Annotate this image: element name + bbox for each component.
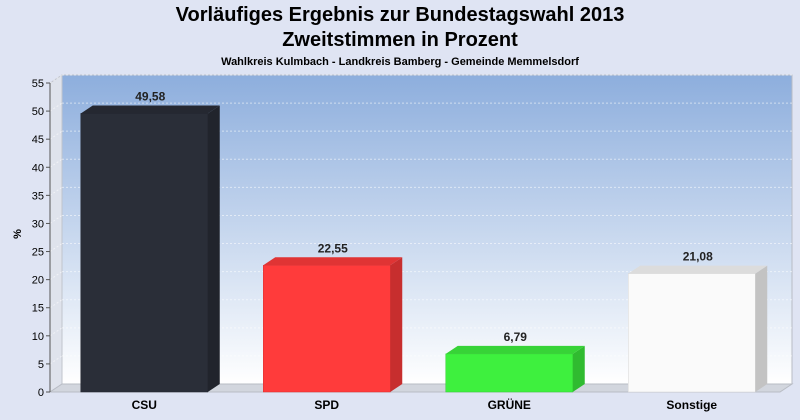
x-tick-label: CSU (132, 398, 157, 412)
grid-line-side (49, 186, 63, 196)
y-tick-label: 0 (38, 387, 44, 399)
bar-side (755, 265, 768, 392)
bar-top (445, 345, 585, 354)
chart-title: Vorläufiges Ergebnis zur Bundestagswahl … (175, 4, 625, 26)
grid-line-side (49, 327, 63, 337)
bar-top (628, 265, 768, 274)
chart-caption: Wahlkreis Kulmbach - Landkreis Bamberg -… (221, 56, 579, 68)
x-axis-labels: CSU SPD GRÜNE Sonstige (132, 397, 718, 412)
bar-csu (80, 105, 220, 393)
grid-line-side (49, 130, 63, 140)
bar-side (572, 345, 585, 392)
y-tick-label: 20 (32, 275, 44, 287)
bar-top (80, 105, 220, 114)
plot-side-wall (49, 74, 63, 393)
y-tick-label: 5 (38, 359, 44, 371)
x-tick-label: GRÜNE (488, 397, 531, 412)
bar-value-label: 21,08 (683, 250, 713, 264)
bar-spd (263, 257, 403, 393)
grid-line-side (49, 271, 63, 281)
grid-line-side (49, 215, 63, 224)
grid-line-side (49, 102, 63, 112)
y-tick-label: 40 (32, 162, 44, 174)
y-tick-label: 45 (32, 134, 44, 146)
bar-top (263, 257, 403, 266)
y-tick-label: 35 (32, 190, 44, 202)
y-tick-label: 55 (32, 78, 44, 90)
y-axis: 0 5 10 15 20 25 30 35 40 45 50 55 (32, 78, 51, 399)
bar-value-label: 6,79 (504, 330, 528, 344)
y-tick-label: 50 (32, 106, 44, 118)
bar-grüne (445, 345, 585, 393)
grid-line-side (49, 243, 63, 252)
bar-front (628, 273, 756, 393)
bar-side (390, 257, 403, 392)
bar-value-label: 22,55 (318, 241, 348, 255)
bar-front (445, 353, 573, 393)
bars: 49,58 22,55 6,79 21,08 (80, 89, 768, 393)
grid-line-side (49, 158, 63, 168)
y-tick-label: 25 (32, 247, 44, 259)
bar-front (80, 113, 208, 393)
x-tick-label: SPD (314, 398, 339, 412)
grid-line-side (49, 74, 63, 84)
y-axis-label: % (12, 229, 24, 239)
y-tick-label: 15 (32, 303, 44, 315)
bar-sonstige (628, 265, 768, 393)
bar-value-label: 49,58 (135, 89, 165, 103)
chart-subtitle: Zweitstimmen in Prozent (282, 29, 518, 51)
bar-front (263, 265, 391, 393)
grid-line-side (49, 355, 63, 365)
bar-side (207, 105, 220, 392)
y-tick-label: 10 (32, 331, 44, 343)
grid-line-side (49, 299, 63, 309)
x-tick-label: Sonstige (666, 398, 717, 412)
y-tick-label: 30 (32, 218, 44, 230)
